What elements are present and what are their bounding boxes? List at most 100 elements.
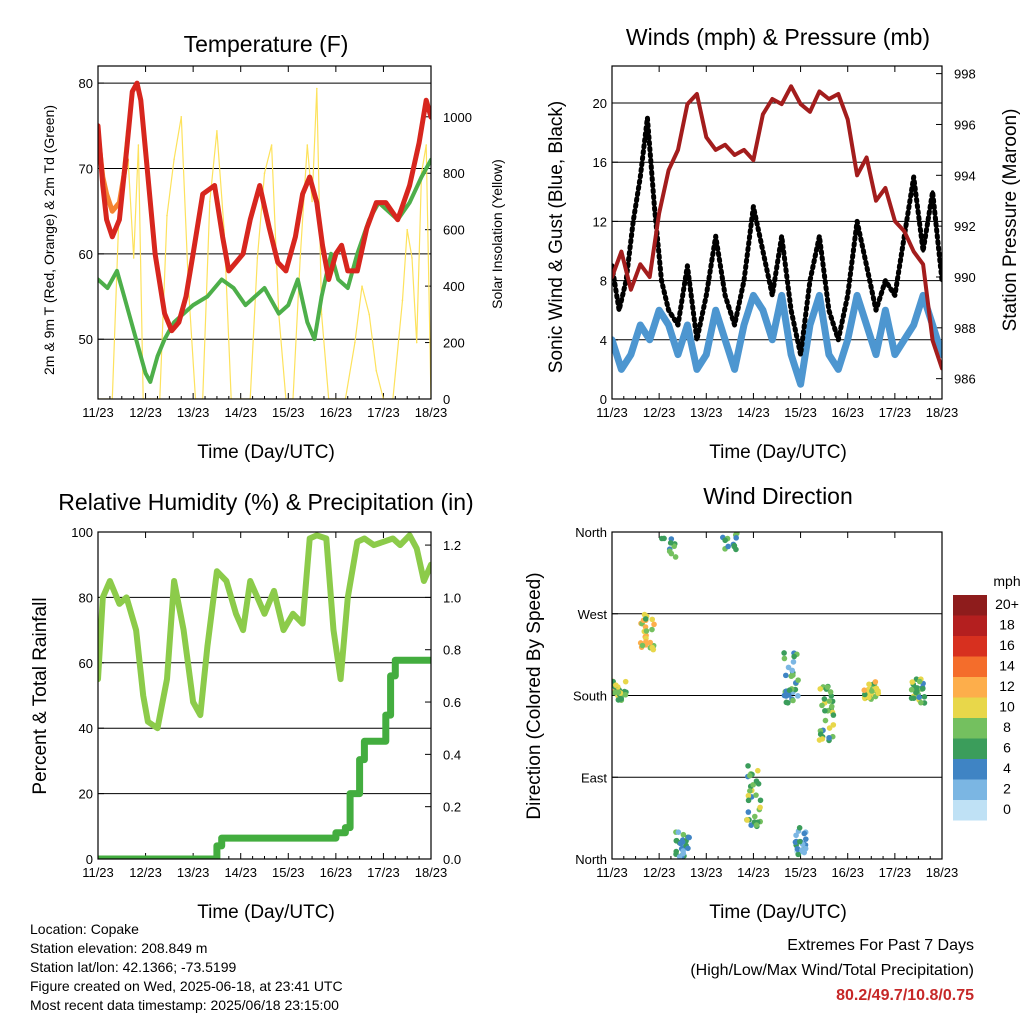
pressure-point xyxy=(770,97,774,101)
pressure-point xyxy=(638,262,642,266)
rh-point xyxy=(172,579,176,583)
wind-direction-point xyxy=(745,809,752,815)
solar-point xyxy=(256,257,259,259)
wind-direction-point xyxy=(649,616,656,623)
y-tick-label: 0 xyxy=(600,392,607,407)
wind-direction-point xyxy=(791,653,797,660)
x-tick-label: 12/23 xyxy=(129,405,162,420)
colorbar-label: 14 xyxy=(999,658,1015,674)
wind-point xyxy=(827,353,831,357)
temp2m-point xyxy=(346,269,350,273)
y-tick-label: 20 xyxy=(593,96,607,111)
gust-point xyxy=(874,308,878,312)
wind-direction-point xyxy=(753,792,759,798)
gust-series-line xyxy=(612,115,942,358)
x-tick-label: 14/23 xyxy=(737,865,770,880)
x-tick-label: 13/23 xyxy=(177,865,210,880)
wind-direction-point xyxy=(680,848,686,854)
temp2m-point xyxy=(135,81,139,85)
dewpoint-point xyxy=(231,286,236,290)
wind-point xyxy=(638,323,642,327)
wind-point xyxy=(893,353,897,357)
wind-direction-point xyxy=(615,689,622,696)
elevation-text: Station elevation: 208.849 m xyxy=(30,940,208,956)
series-group xyxy=(98,80,431,399)
dewpoint-point xyxy=(243,303,248,307)
y2-tick-label: 0 xyxy=(443,392,450,407)
colorbar-label: 12 xyxy=(999,678,1015,694)
wind-point xyxy=(808,323,812,327)
temp2m-point xyxy=(293,235,298,239)
y2-tick-label: 1000 xyxy=(443,110,472,125)
rh-point xyxy=(215,569,219,573)
rh-point xyxy=(372,543,376,547)
colorbar-swatch xyxy=(953,759,987,780)
y-tick-label: 0 xyxy=(86,852,93,867)
x-tick-label: 18/23 xyxy=(415,405,448,420)
wind-pressure-plot-area: 0 4 8 12 16 20 986 988 990 992 994 996 998 11/23 12/23… xyxy=(593,65,976,420)
wind-direction-point xyxy=(750,781,756,788)
x-tick-label: 11/23 xyxy=(596,865,628,880)
dewpoint-point xyxy=(172,320,176,324)
wind-direction-point xyxy=(661,535,667,542)
pressure-point xyxy=(714,148,718,152)
speed-colorbar: 20+ 18 16 14 12 10 8 6 4 2 0 xyxy=(953,595,1019,821)
wind-point xyxy=(921,293,925,297)
colorbar-label: 20+ xyxy=(995,596,1019,612)
dewpoint-point xyxy=(163,337,167,341)
precip-series-line xyxy=(98,656,431,859)
colorbar-swatch xyxy=(953,738,987,759)
wind-direction-point xyxy=(908,695,915,701)
wind-direction-point xyxy=(801,830,808,837)
y2-tick-label: 0.8 xyxy=(443,643,461,658)
colorbar-swatch xyxy=(953,636,987,657)
gust-point xyxy=(780,234,784,238)
rh-point xyxy=(339,677,343,681)
temp2m-point xyxy=(267,226,271,230)
dewpoint-point xyxy=(262,286,267,290)
gust-point xyxy=(798,353,803,357)
wind-direction-point xyxy=(799,848,806,855)
gust-point xyxy=(652,205,657,209)
wind-direction-point xyxy=(671,543,677,550)
wind-point xyxy=(817,293,822,297)
solar-point xyxy=(263,172,266,175)
series-group xyxy=(98,532,431,859)
y2-tick-label: 800 xyxy=(443,166,465,181)
pressure-point xyxy=(817,89,822,94)
x-tick-label: 16/23 xyxy=(831,405,864,420)
temperature-xlabel: Time (Day/UTC) xyxy=(197,442,335,463)
created-text: Figure created on Wed, 2025-06-18, at 23… xyxy=(30,978,343,994)
temp2m-point xyxy=(124,149,129,153)
temp2m-point xyxy=(117,218,122,222)
plot-frame xyxy=(611,531,943,860)
wind-point xyxy=(657,308,661,312)
solar-series-line xyxy=(98,88,431,399)
temp2m-point xyxy=(170,329,174,333)
wind-direction-point xyxy=(793,832,799,839)
dewpoint-point xyxy=(286,303,290,307)
x-tick-label: 13/23 xyxy=(690,865,723,880)
gust-point xyxy=(761,249,765,253)
wind-direction-point xyxy=(795,693,801,699)
temp2m-point xyxy=(424,98,428,102)
colorbar-swatch xyxy=(953,779,987,800)
solar-point xyxy=(306,144,309,146)
dewpoint-point xyxy=(115,269,119,273)
wind-direction-point xyxy=(649,644,656,651)
temperature-title: Temperature (F) xyxy=(184,31,349,57)
temp2m-point xyxy=(407,183,412,188)
rh-point xyxy=(291,612,295,616)
wind-direction-point xyxy=(795,851,802,858)
y-tick-label: 50 xyxy=(79,332,93,347)
pressure-point xyxy=(629,288,633,292)
x-tick-label: 17/23 xyxy=(879,865,912,880)
rh-point xyxy=(101,595,105,600)
pressure-point xyxy=(761,112,765,116)
x-tick-label: 14/23 xyxy=(224,405,257,420)
y2-tick-label: 0.2 xyxy=(443,800,461,815)
wind-direction-point xyxy=(796,825,803,831)
wind-direction-point xyxy=(744,817,750,823)
gust-point xyxy=(836,338,840,342)
dewpoint-point xyxy=(277,312,281,316)
